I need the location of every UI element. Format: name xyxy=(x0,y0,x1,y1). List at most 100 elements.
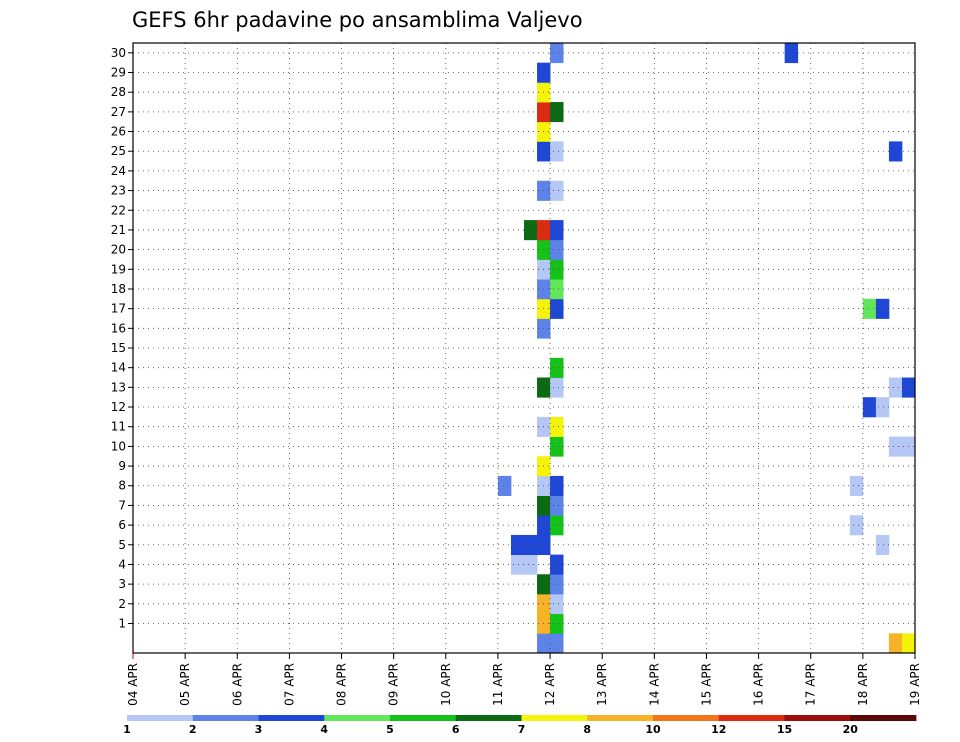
precip-cell xyxy=(875,534,890,556)
y-tick-label: 22 xyxy=(111,203,126,217)
x-tick-label: 07 APR xyxy=(282,663,296,706)
precip-cell xyxy=(550,377,564,398)
y-tick-label: 19 xyxy=(111,262,126,276)
y-tick-label: 29 xyxy=(111,66,126,80)
precip-cell xyxy=(550,220,564,241)
precip-cell xyxy=(784,43,799,64)
y-tick-label: 5 xyxy=(118,538,126,552)
precip-cell xyxy=(550,43,564,64)
precip-cell xyxy=(888,377,903,398)
colorbar-swatch xyxy=(127,715,194,721)
colorbar-label: 6 xyxy=(452,723,460,736)
colorbar-label: 8 xyxy=(583,723,591,736)
colorbar-swatch xyxy=(718,715,785,721)
precip-cell xyxy=(550,436,564,457)
y-tick-label: 26 xyxy=(111,125,126,139)
x-tick-label: 11 APR xyxy=(491,663,505,706)
precip-cell xyxy=(550,298,564,319)
colorbar-swatch xyxy=(258,715,325,721)
precip-cell xyxy=(550,239,564,260)
y-tick-label: 11 xyxy=(111,420,126,434)
y-tick-label: 20 xyxy=(111,243,126,257)
y-tick-label: 13 xyxy=(111,380,126,394)
y-tick-label: 3 xyxy=(118,577,126,591)
x-axis-ticks: 04 APR 05 APR 06 APR 07 APR 08 APR 09 APR 10 A… xyxy=(126,653,922,706)
precip-cell xyxy=(510,534,525,556)
colorbar-swatch xyxy=(784,715,851,721)
x-tick-label: 06 APR xyxy=(230,663,244,706)
y-tick-label: 18 xyxy=(111,282,126,296)
y-tick-label: 27 xyxy=(111,105,126,119)
colorbar-swatch xyxy=(390,715,457,721)
precip-cell xyxy=(901,633,915,654)
colorbar-label: 10 xyxy=(645,723,661,736)
y-tick-label: 1 xyxy=(118,616,126,630)
y-tick-label: 12 xyxy=(111,400,126,414)
colorbar-label: 7 xyxy=(518,723,526,736)
precip-cell xyxy=(524,554,538,575)
precip-cell xyxy=(550,259,564,280)
precip-cell xyxy=(524,534,538,556)
x-tick-label: 16 APR xyxy=(752,663,766,706)
precip-cell xyxy=(550,475,564,496)
y-tick-label: 6 xyxy=(118,518,126,532)
y-tick-label: 16 xyxy=(111,321,126,335)
precip-cell xyxy=(550,279,564,300)
y-tick-label: 9 xyxy=(118,459,126,473)
precip-cell xyxy=(550,593,564,615)
colorbar-swatch xyxy=(521,715,588,721)
x-tick-label: 14 APR xyxy=(647,663,661,706)
colorbar-label: 2 xyxy=(189,723,197,736)
y-tick-label: 30 xyxy=(111,46,126,60)
precip-cell xyxy=(537,633,551,654)
x-tick-label: 08 APR xyxy=(335,663,349,706)
precip-cell xyxy=(875,298,890,319)
x-tick-label: 04 APR xyxy=(126,663,140,706)
grid-lines xyxy=(133,43,915,653)
precip-cell xyxy=(550,515,564,536)
y-tick-label: 25 xyxy=(111,144,126,158)
precip-cell xyxy=(862,397,877,418)
precip-cell xyxy=(849,475,864,496)
precip-cell xyxy=(875,397,890,418)
precip-cell xyxy=(550,574,564,595)
colorbar-label: 15 xyxy=(777,723,792,736)
precip-cell xyxy=(550,180,564,201)
precip-cell xyxy=(510,554,525,575)
precip-cell xyxy=(550,357,564,378)
x-tick-label: 05 APR xyxy=(178,663,192,706)
colorbar-label: 1 xyxy=(123,723,131,736)
x-tick-label: 12 APR xyxy=(543,663,557,706)
precip-cell xyxy=(550,102,564,123)
y-tick-label: 14 xyxy=(111,361,126,375)
y-tick-label: 8 xyxy=(118,479,126,493)
precip-cell xyxy=(888,436,903,457)
y-tick-label: 28 xyxy=(111,85,126,99)
precip-cell xyxy=(888,633,903,654)
colorbar-label: 4 xyxy=(320,723,328,736)
precip-cell xyxy=(524,220,538,241)
y-tick-label: 24 xyxy=(111,164,126,178)
x-tick-label: 18 APR xyxy=(856,663,870,706)
colorbar-label: 20 xyxy=(843,723,859,736)
chart-title: GEFS 6hr padavine po ansamblima Valjevo xyxy=(132,8,583,32)
precip-cell xyxy=(550,416,564,437)
y-tick-label: 4 xyxy=(118,557,126,571)
precip-cell xyxy=(550,141,564,162)
precip-cell xyxy=(550,554,564,575)
y-tick-label: 7 xyxy=(118,498,126,512)
colorbar-label: 5 xyxy=(386,723,394,736)
precip-cell xyxy=(550,613,564,634)
y-tick-label: 2 xyxy=(118,597,126,611)
colorbar: 1 2 3 4 5 6 7 8 10 12 15 20 xyxy=(123,715,917,736)
x-tick-label: 15 APR xyxy=(699,663,713,706)
precip-cell xyxy=(888,141,903,162)
x-tick-label: 09 APR xyxy=(387,663,401,706)
precip-cell xyxy=(497,475,512,496)
precip-cells xyxy=(497,43,915,654)
colorbar-swatch xyxy=(455,715,522,721)
colorbar-swatch xyxy=(324,715,391,721)
y-axis-ticks: 1234567891011121314151617181920212223242… xyxy=(111,46,133,630)
x-tick-label: 19 APR xyxy=(908,663,922,706)
